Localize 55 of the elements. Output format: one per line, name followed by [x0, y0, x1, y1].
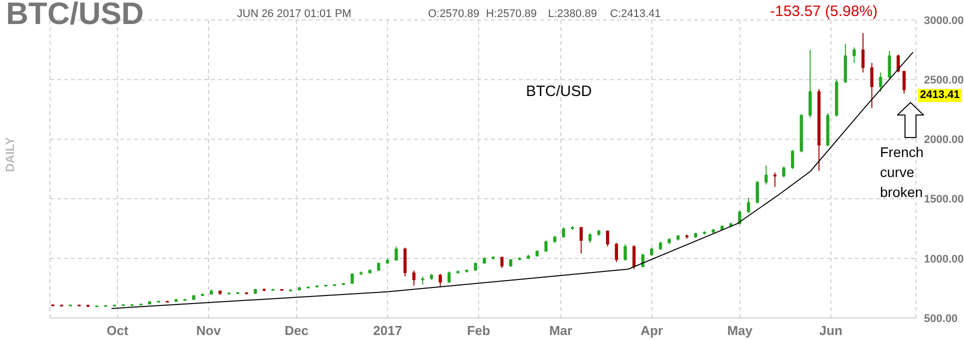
- candlestick: [632, 244, 636, 270]
- candlestick: [544, 240, 548, 252]
- candlestick: [790, 149, 794, 170]
- y-tick-label: 1000.00: [924, 253, 964, 266]
- x-tick-label: Feb: [467, 323, 490, 338]
- candlestick: [861, 32, 865, 73]
- y-tick-label: 3000.00: [924, 14, 964, 27]
- chart-title: BTC/USD: [6, 0, 144, 32]
- candlestick: [448, 271, 451, 284]
- y-tick-label: 2000.00: [924, 134, 964, 146]
- candlestick: [888, 50, 892, 80]
- candlestick: [879, 72, 882, 92]
- y-tick-label: 500.00: [924, 312, 958, 325]
- y-tick-label: 2500.00: [924, 74, 964, 87]
- annotation: C:2413.41: [610, 8, 661, 20]
- candlestick: [614, 242, 618, 262]
- x-tick-label: Oct: [106, 323, 130, 338]
- candlestick: [624, 244, 627, 262]
- x-tick-label: 2017: [373, 323, 402, 338]
- candlestick: [902, 70, 906, 94]
- annotation: -153.57 (5.98%): [770, 3, 878, 20]
- y-tick-label: 1500.00: [924, 194, 964, 206]
- candlestick: [746, 197, 750, 214]
- candlestick: [606, 230, 610, 247]
- candlestick: [394, 246, 398, 262]
- candlestick: [438, 273, 442, 287]
- candlestick: [588, 232, 592, 244]
- annotation: L:2380.89: [548, 8, 597, 20]
- x-tick-label: May: [727, 323, 754, 338]
- text: DAILY: [3, 137, 18, 172]
- annotation: JUN 26 2017 01:01 PM: [237, 8, 352, 20]
- candlestick: [782, 166, 786, 178]
- x-tick-label: Dec: [284, 323, 309, 338]
- candlestick: [412, 270, 416, 286]
- candlestick: [403, 247, 407, 277]
- annotation: French curve broken: [880, 144, 924, 200]
- x-tick-label: Jun: [819, 323, 842, 338]
- candlestick: [773, 172, 777, 188]
- text: 2413.41: [918, 89, 962, 102]
- candlestick: [580, 226, 583, 254]
- candlestick: [870, 62, 874, 109]
- candlestick: [756, 180, 759, 204]
- candlestick: [808, 49, 812, 118]
- candlestick: [896, 54, 900, 73]
- candlestick: [764, 164, 768, 185]
- annotation: BTC/USD: [526, 83, 592, 100]
- annotation: O:2570.89: [428, 8, 480, 20]
- candlestick: [641, 253, 644, 268]
- annotation: H:2570.89: [486, 8, 537, 20]
- x-tick-label: Nov: [196, 323, 222, 338]
- candlestick: [500, 256, 504, 268]
- candlestick: [738, 210, 742, 225]
- x-tick-label: Apr: [640, 323, 663, 338]
- x-tick-label: Mar: [549, 323, 572, 338]
- candlestick: [852, 46, 856, 64]
